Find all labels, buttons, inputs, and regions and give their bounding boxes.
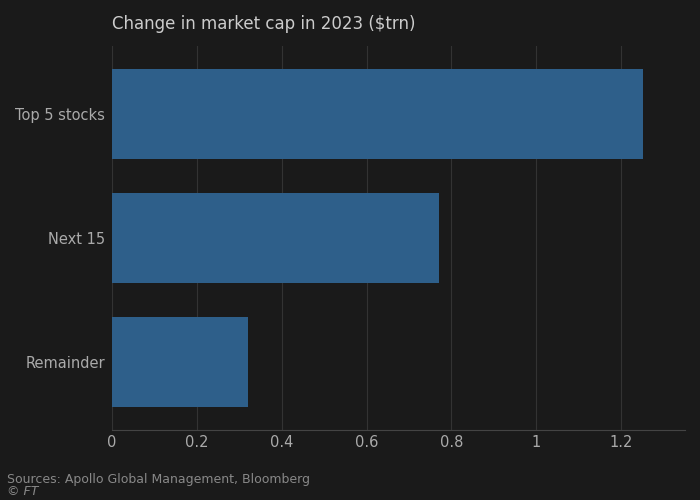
- Text: Sources: Apollo Global Management, Bloomberg: Sources: Apollo Global Management, Bloom…: [7, 472, 310, 486]
- Text: © FT: © FT: [7, 485, 38, 498]
- Text: Change in market cap in 2023 ($trn): Change in market cap in 2023 ($trn): [112, 15, 415, 33]
- Bar: [112, 194, 439, 282]
- Bar: [112, 318, 248, 406]
- Bar: [112, 69, 643, 158]
